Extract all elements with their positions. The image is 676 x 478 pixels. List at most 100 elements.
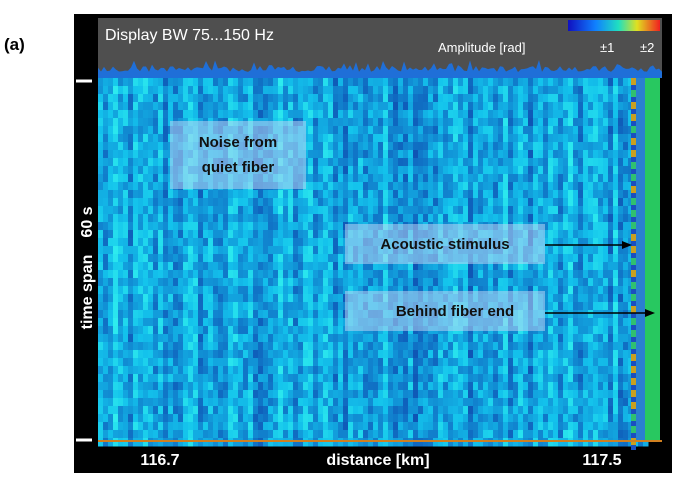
waterfall-cell (163, 142, 169, 151)
waterfall-cell (303, 190, 309, 199)
waterfall-cell (438, 382, 444, 391)
waterfall-cell (113, 254, 119, 263)
waterfall-cell (123, 102, 129, 111)
waterfall-cell (308, 422, 314, 431)
waterfall-cell (478, 166, 484, 175)
waterfall-cell (608, 326, 614, 335)
waterfall-cell (198, 374, 204, 383)
waterfall-cell (453, 334, 459, 343)
waterfall-cell (273, 110, 279, 119)
waterfall-cell (173, 382, 179, 391)
waterfall-cell (313, 390, 319, 399)
waterfall-cell (328, 406, 334, 415)
waterfall-cell (538, 206, 544, 215)
waterfall-cell (443, 342, 449, 351)
waterfall-cell (323, 78, 329, 87)
waterfall-cell (513, 214, 519, 223)
waterfall-cell (208, 366, 214, 375)
waterfall-cell (383, 430, 389, 439)
waterfall-cell (123, 350, 129, 359)
waterfall-cell (343, 342, 349, 351)
waterfall-cell (168, 390, 174, 399)
waterfall-cell (558, 334, 564, 343)
waterfall-cell (603, 206, 609, 215)
waterfall-cell (578, 286, 584, 295)
waterfall-cell (283, 262, 289, 271)
waterfall-cell (203, 422, 209, 431)
waterfall-cell (228, 310, 234, 319)
waterfall-cell (118, 142, 124, 151)
waterfall-cell (128, 230, 134, 239)
waterfall-cell (303, 398, 309, 407)
waterfall-cell (533, 206, 539, 215)
waterfall-cell (573, 398, 579, 407)
waterfall-cell (113, 382, 119, 391)
waterfall-cell (583, 414, 589, 423)
waterfall-cell (373, 134, 379, 143)
waterfall-cell (373, 142, 379, 151)
waterfall-cell (423, 78, 429, 87)
waterfall-cell (138, 414, 144, 423)
waterfall-cell (608, 374, 614, 383)
waterfall-cell (588, 214, 594, 223)
waterfall-cell (573, 374, 579, 383)
waterfall-cell (603, 246, 609, 255)
waterfall-cell (213, 334, 219, 343)
waterfall-cell (618, 142, 624, 151)
waterfall-cell (173, 238, 179, 247)
waterfall-cell (473, 406, 479, 415)
waterfall-cell (248, 262, 254, 271)
waterfall-cell (208, 94, 214, 103)
waterfall-cell (468, 110, 474, 119)
waterfall-cell (623, 158, 629, 167)
waterfall-cell (558, 158, 564, 167)
waterfall-cell (528, 390, 534, 399)
waterfall-cell (268, 238, 274, 247)
waterfall-cell (228, 86, 234, 95)
waterfall-cell (358, 278, 364, 287)
waterfall-cell (548, 414, 554, 423)
waterfall-cell (323, 182, 329, 191)
waterfall-cell (353, 78, 359, 87)
waterfall-cell (173, 366, 179, 375)
waterfall-cell (293, 390, 299, 399)
waterfall-cell (383, 182, 389, 191)
waterfall-cell (433, 430, 439, 439)
waterfall-cell (333, 286, 339, 295)
waterfall-cell (363, 350, 369, 359)
waterfall-cell (243, 302, 249, 311)
waterfall-cell (168, 342, 174, 351)
waterfall-cell (113, 406, 119, 415)
waterfall-cell (133, 374, 139, 383)
waterfall-cell (243, 390, 249, 399)
waterfall-cell (178, 366, 184, 375)
waterfall-cell (603, 422, 609, 431)
waterfall-cell (213, 350, 219, 359)
waterfall-cell (333, 174, 339, 183)
waterfall-cell (358, 102, 364, 111)
waterfall-cell (343, 126, 349, 135)
waterfall-cell (338, 102, 344, 111)
waterfall-cell (123, 438, 129, 447)
waterfall-cell (563, 86, 569, 95)
waterfall-cell (613, 390, 619, 399)
waterfall-cell (618, 318, 624, 327)
waterfall-cell (548, 262, 554, 271)
waterfall-cell (223, 358, 229, 367)
waterfall-cell (318, 286, 324, 295)
waterfall-cell (98, 182, 104, 191)
waterfall-cell (398, 110, 404, 119)
waterfall-cell (313, 214, 319, 223)
waterfall-cell (178, 358, 184, 367)
waterfall-cell (458, 206, 464, 215)
waterfall-cell (513, 198, 519, 207)
waterfall-cell (138, 86, 144, 95)
waterfall-cell (588, 342, 594, 351)
waterfall-cell (163, 198, 169, 207)
waterfall-cell (193, 438, 199, 447)
waterfall-cell (103, 350, 109, 359)
waterfall-cell (273, 270, 279, 279)
waterfall-cell (538, 110, 544, 119)
waterfall-cell (118, 198, 124, 207)
waterfall-cell (413, 126, 419, 135)
